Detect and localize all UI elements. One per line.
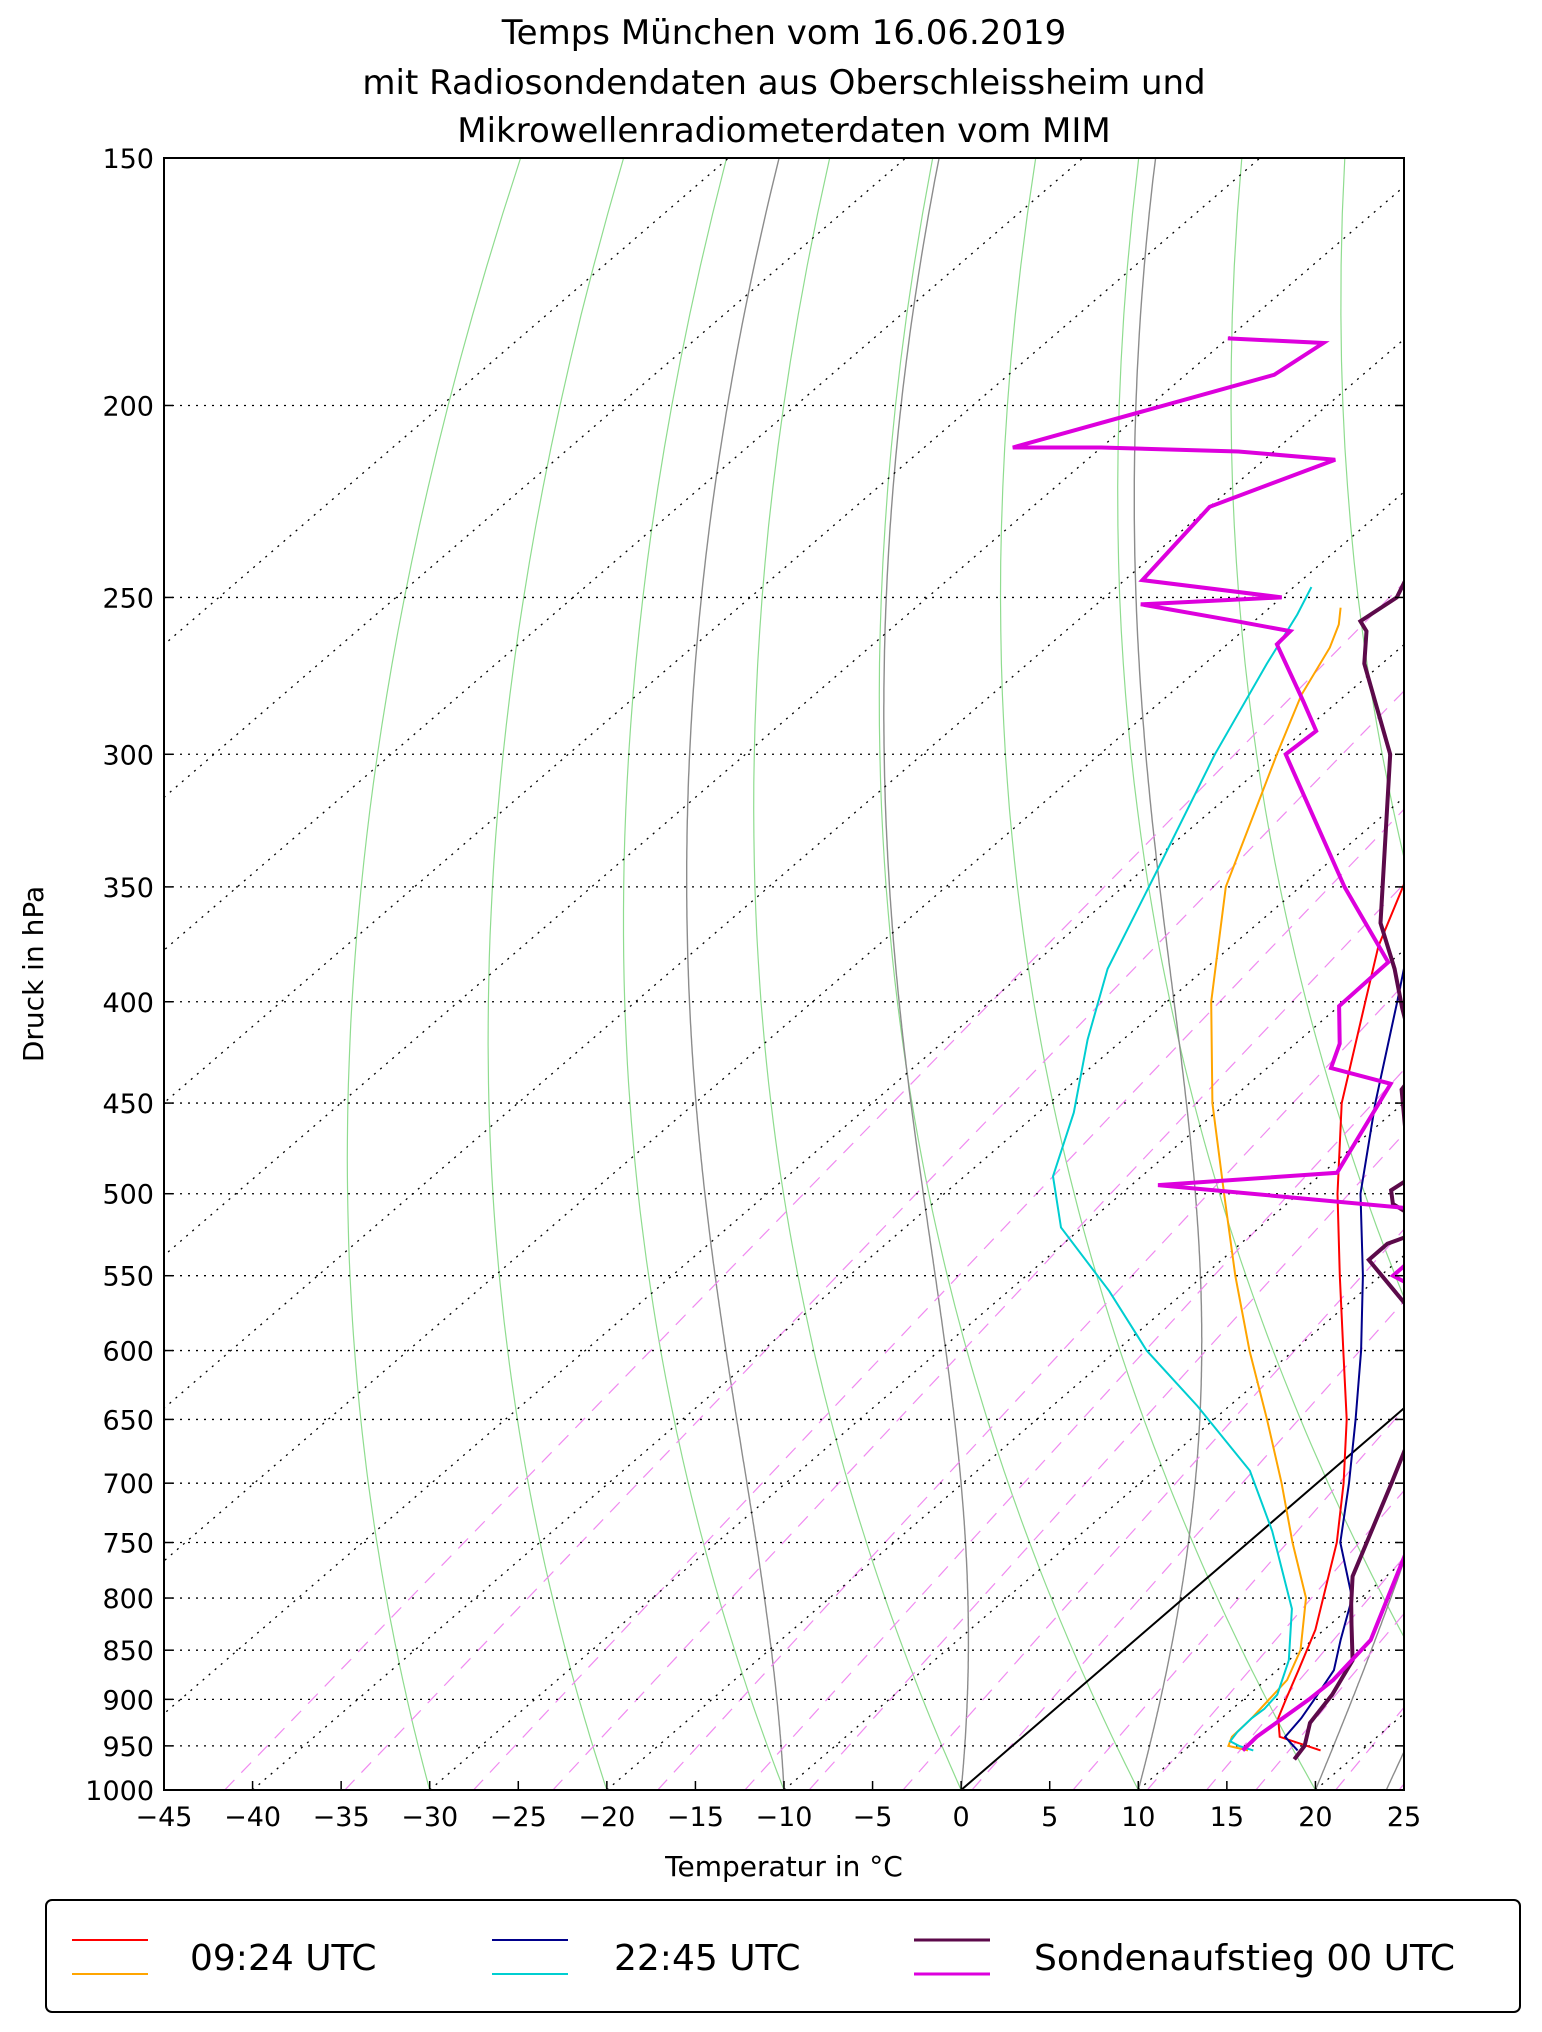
moist-adiabat bbox=[1385, 1750, 1404, 1790]
x-tick-label: −35 bbox=[313, 1802, 370, 1833]
y-tick-label: 950 bbox=[102, 1732, 154, 1763]
y-tick-label: 600 bbox=[102, 1337, 154, 1368]
isotherm-line bbox=[252, 796, 1404, 1790]
x-tick-label: 15 bbox=[1210, 1802, 1244, 1833]
chart-title-line-3: Mikrowellenradiometerdaten vom MIM bbox=[457, 111, 1110, 151]
mixing-ratio-line bbox=[344, 690, 1404, 1790]
isotherm-line bbox=[1315, 1712, 1404, 1790]
dry-adiabat bbox=[346, 158, 522, 1790]
dry-adiabat bbox=[487, 158, 625, 1790]
mixing-ratio-line bbox=[657, 983, 1404, 1790]
mixing-ratio-line bbox=[808, 1132, 1404, 1790]
isotherm-line bbox=[164, 158, 1084, 951]
x-tick-label: 10 bbox=[1121, 1802, 1155, 1833]
x-tick-label: −10 bbox=[756, 1802, 813, 1833]
mixing-ratio-line bbox=[1398, 1783, 1404, 1790]
dry-adiabat bbox=[1340, 158, 1404, 861]
mixing-ratio-line bbox=[224, 581, 1404, 1790]
x-tick-label: −30 bbox=[401, 1802, 458, 1833]
dry-adiabat bbox=[999, 158, 1316, 1790]
isotherm-line bbox=[164, 185, 1404, 1257]
x-tick-label: −15 bbox=[667, 1802, 724, 1833]
mixing-ratio-line bbox=[1146, 1489, 1404, 1790]
dry-adiabat bbox=[622, 158, 785, 1790]
dry-adiabat bbox=[1230, 158, 1404, 1300]
y-tick-label: 300 bbox=[102, 740, 154, 771]
y-tick-label: 400 bbox=[102, 988, 154, 1019]
moist-adiabat bbox=[1133, 158, 1203, 1790]
series-line-6 bbox=[1012, 336, 1404, 1752]
x-tick-label: 5 bbox=[1041, 1802, 1058, 1833]
series-line-3 bbox=[1283, 963, 1404, 1752]
isotherm-line bbox=[960, 1407, 1404, 1790]
x-tick-label: −20 bbox=[578, 1802, 635, 1833]
dry-adiabat bbox=[878, 158, 1139, 1790]
mixing-ratio-line bbox=[1497, 406, 1542, 1791]
mixing-ratio-line bbox=[473, 808, 1404, 1790]
y-tick-label: 550 bbox=[102, 1262, 154, 1293]
data-series bbox=[1012, 336, 1404, 1761]
x-tick-label: 0 bbox=[953, 1802, 970, 1833]
legend: 09:24 UTC 22:45 UTC Sondenaufstieg 00 UT… bbox=[45, 1899, 1521, 2013]
moist-adiabat bbox=[1528, 158, 1542, 1790]
x-axis-label: Temperatur in °C bbox=[664, 1850, 903, 1883]
background-reference-lines bbox=[164, 158, 1542, 1791]
isotherm-line bbox=[164, 491, 1404, 1562]
legend-box bbox=[45, 1899, 1521, 2013]
isotherm-line bbox=[164, 643, 1404, 1715]
y-tick-label: 450 bbox=[102, 1089, 154, 1120]
y-axis-label: Druck in hPa bbox=[17, 886, 50, 1062]
y-tick-label: 1000 bbox=[85, 1776, 154, 1807]
x-tick-label: 20 bbox=[1298, 1802, 1332, 1833]
mixing-ratio-line bbox=[552, 883, 1404, 1790]
isotherm-line bbox=[606, 1101, 1404, 1790]
series-line-2 bbox=[1210, 607, 1342, 1752]
chart-title-line-1: Temps München vom 16.06.2019 bbox=[501, 13, 1067, 53]
x-tick-label: −45 bbox=[136, 1802, 193, 1833]
isotherm-line bbox=[164, 158, 1261, 1104]
y-tick-label: 900 bbox=[102, 1685, 154, 1716]
series-line-5 bbox=[1292, 578, 1404, 1761]
y-tick-label: 150 bbox=[102, 144, 154, 175]
isotherm-line bbox=[164, 338, 1404, 1410]
moist-adiabat bbox=[686, 158, 785, 1790]
isotherm-line bbox=[1493, 158, 1542, 1790]
mixing-ratio-line bbox=[1072, 1408, 1404, 1790]
legend-label-1: 09:24 UTC bbox=[190, 1938, 377, 1979]
mixing-ratio-line bbox=[902, 1228, 1404, 1790]
legend-label-3: Sondenaufstieg 00 UTC bbox=[1034, 1938, 1455, 1979]
isotherm-line bbox=[783, 1254, 1404, 1790]
dry-adiabat bbox=[1447, 158, 1542, 1790]
mixing-ratio-line bbox=[1452, 406, 1542, 1791]
y-tick-label: 800 bbox=[102, 1584, 154, 1615]
y-tick-label: 250 bbox=[102, 583, 154, 614]
x-tick-label: −40 bbox=[224, 1802, 281, 1833]
y-tick-label: 700 bbox=[102, 1469, 154, 1500]
y-tick-label: 200 bbox=[102, 391, 154, 422]
x-tick-label: −5 bbox=[853, 1802, 893, 1833]
x-tick-label: 25 bbox=[1387, 1802, 1421, 1833]
dry-adiabat bbox=[753, 158, 962, 1790]
y-tick-label: 850 bbox=[102, 1636, 154, 1667]
zero-isotherm bbox=[960, 1406, 1404, 1790]
series-line-4 bbox=[1051, 586, 1313, 1752]
x-tick-label: −25 bbox=[490, 1802, 547, 1833]
moist-adiabat bbox=[883, 158, 970, 1790]
mixing-ratio-line bbox=[1335, 1706, 1404, 1790]
y-axis: 150 200 250 300 350 400 450 500 550 600 650 700 750 8… bbox=[85, 144, 1404, 1807]
moist-adiabat bbox=[1314, 1559, 1404, 1790]
mixing-ratio-line bbox=[744, 1068, 1404, 1790]
moist-adiabat bbox=[1457, 158, 1542, 1790]
y-tick-label: 750 bbox=[102, 1529, 154, 1560]
y-tick-label: 500 bbox=[102, 1180, 154, 1211]
chart-title-line-2: mit Radiosondendaten aus Oberschleisshei… bbox=[362, 63, 1205, 103]
legend-label-2: 22:45 UTC bbox=[614, 1938, 801, 1979]
series-line-1 bbox=[1277, 881, 1404, 1752]
mixing-ratio-line bbox=[971, 1300, 1404, 1790]
y-tick-label: 650 bbox=[102, 1405, 154, 1436]
y-tick-label: 350 bbox=[102, 873, 154, 904]
x-axis: −45 −40 −35 −30 −25 −20 −15 −10 −5 0 5 10 15 20 25 bbox=[136, 1781, 1421, 1833]
